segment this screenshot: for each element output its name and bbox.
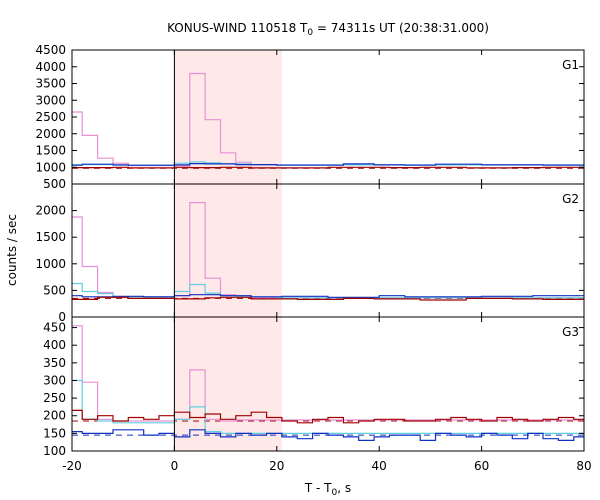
chart-title: KONUS-WIND 110518 T0 = 74311s UT (20:38:… <box>167 21 489 38</box>
shaded-interval-g3 <box>174 317 282 451</box>
panel-label-g1: G1 <box>562 58 579 72</box>
chart-title-rest: = 74311s UT (20:38:31.000) <box>313 21 489 35</box>
chart-title-subscript: 0 <box>307 28 313 38</box>
y-axis-label: counts / sec <box>5 214 19 286</box>
series-blue-g3 <box>72 429 584 441</box>
y-tick-label-g3: 250 <box>43 391 66 405</box>
y-tick-label-g3: 150 <box>43 426 66 440</box>
y-tick-label-g1: 500 <box>43 177 66 191</box>
series-red-g1 <box>72 166 584 169</box>
x-axis-label-subscript: 0 <box>332 488 338 498</box>
y-tick-label-g2: 500 <box>43 283 66 297</box>
panel-g3: 100 150 200 250 300 350 400 450 G3 <box>43 316 585 458</box>
x-tick-label: 60 <box>474 459 489 473</box>
y-tick-label-g3: 200 <box>43 409 66 423</box>
series-cyan-g3 <box>72 379 584 434</box>
y-tick-label-g3: 350 <box>43 356 66 370</box>
series-cyan-g2 <box>72 282 584 299</box>
x-tick-label: -20 <box>62 459 82 473</box>
x-tick-label: 20 <box>269 459 284 473</box>
y-tick-label-g1: 2000 <box>35 127 66 141</box>
y-tick-label-g1: 2500 <box>35 110 66 124</box>
panel-g2: 0 500 1000 1500 2000 G2 <box>35 183 585 324</box>
y-tick-label-g2: 0 <box>58 310 66 324</box>
x-tick-label: 40 <box>372 459 387 473</box>
panel-frame-g1 <box>71 49 585 185</box>
panel-frame-g3 <box>71 316 585 452</box>
x-tick-label: 0 <box>171 459 179 473</box>
series-red-g3 <box>72 409 584 424</box>
y-tick-label-g3: 300 <box>43 373 66 387</box>
plot-area: 50010001500200025003000350040004500G1050… <box>35 43 591 473</box>
x-tick-label: 80 <box>576 459 591 473</box>
y-tick-label-g1: 4000 <box>35 60 66 74</box>
series-pink-g1 <box>72 72 584 167</box>
y-tick-label-g1: 3000 <box>35 93 66 107</box>
x-axis-label-main: T - T <box>304 481 332 495</box>
y-tick-label-g2: 1500 <box>35 230 66 244</box>
y-tick-label-g1: 3500 <box>35 77 66 91</box>
y-tick-label-g2: 2000 <box>35 204 66 218</box>
series-red-g2 <box>72 296 584 301</box>
y-tick-label-g1: 1000 <box>35 160 66 174</box>
chart-title-main: KONUS-WIND 110518 T <box>167 21 308 35</box>
y-tick-label-g3: 400 <box>43 338 66 352</box>
x-axis-label-rest: , s <box>337 481 351 495</box>
y-tick-label-g3: 100 <box>43 444 66 458</box>
y-tick-label-g3: 450 <box>43 321 66 335</box>
panel-label-g3: G3 <box>562 325 579 339</box>
y-tick-label-g1: 1500 <box>35 144 66 158</box>
x-axis-label: T - T0, s <box>304 481 351 498</box>
series-blue-g2 <box>72 294 584 298</box>
y-tick-label-g1: 4500 <box>35 43 66 57</box>
y-tick-label-g2: 1000 <box>35 257 66 271</box>
series-pink-g2 <box>72 202 584 299</box>
series-pink-g3 <box>72 325 584 422</box>
panel-g1: 500 1000 1500 2000 2500 3000 3500 4000 4500 G1 <box>35 43 585 191</box>
series-blue-g1 <box>72 163 584 166</box>
panel-label-g2: G2 <box>562 192 579 206</box>
